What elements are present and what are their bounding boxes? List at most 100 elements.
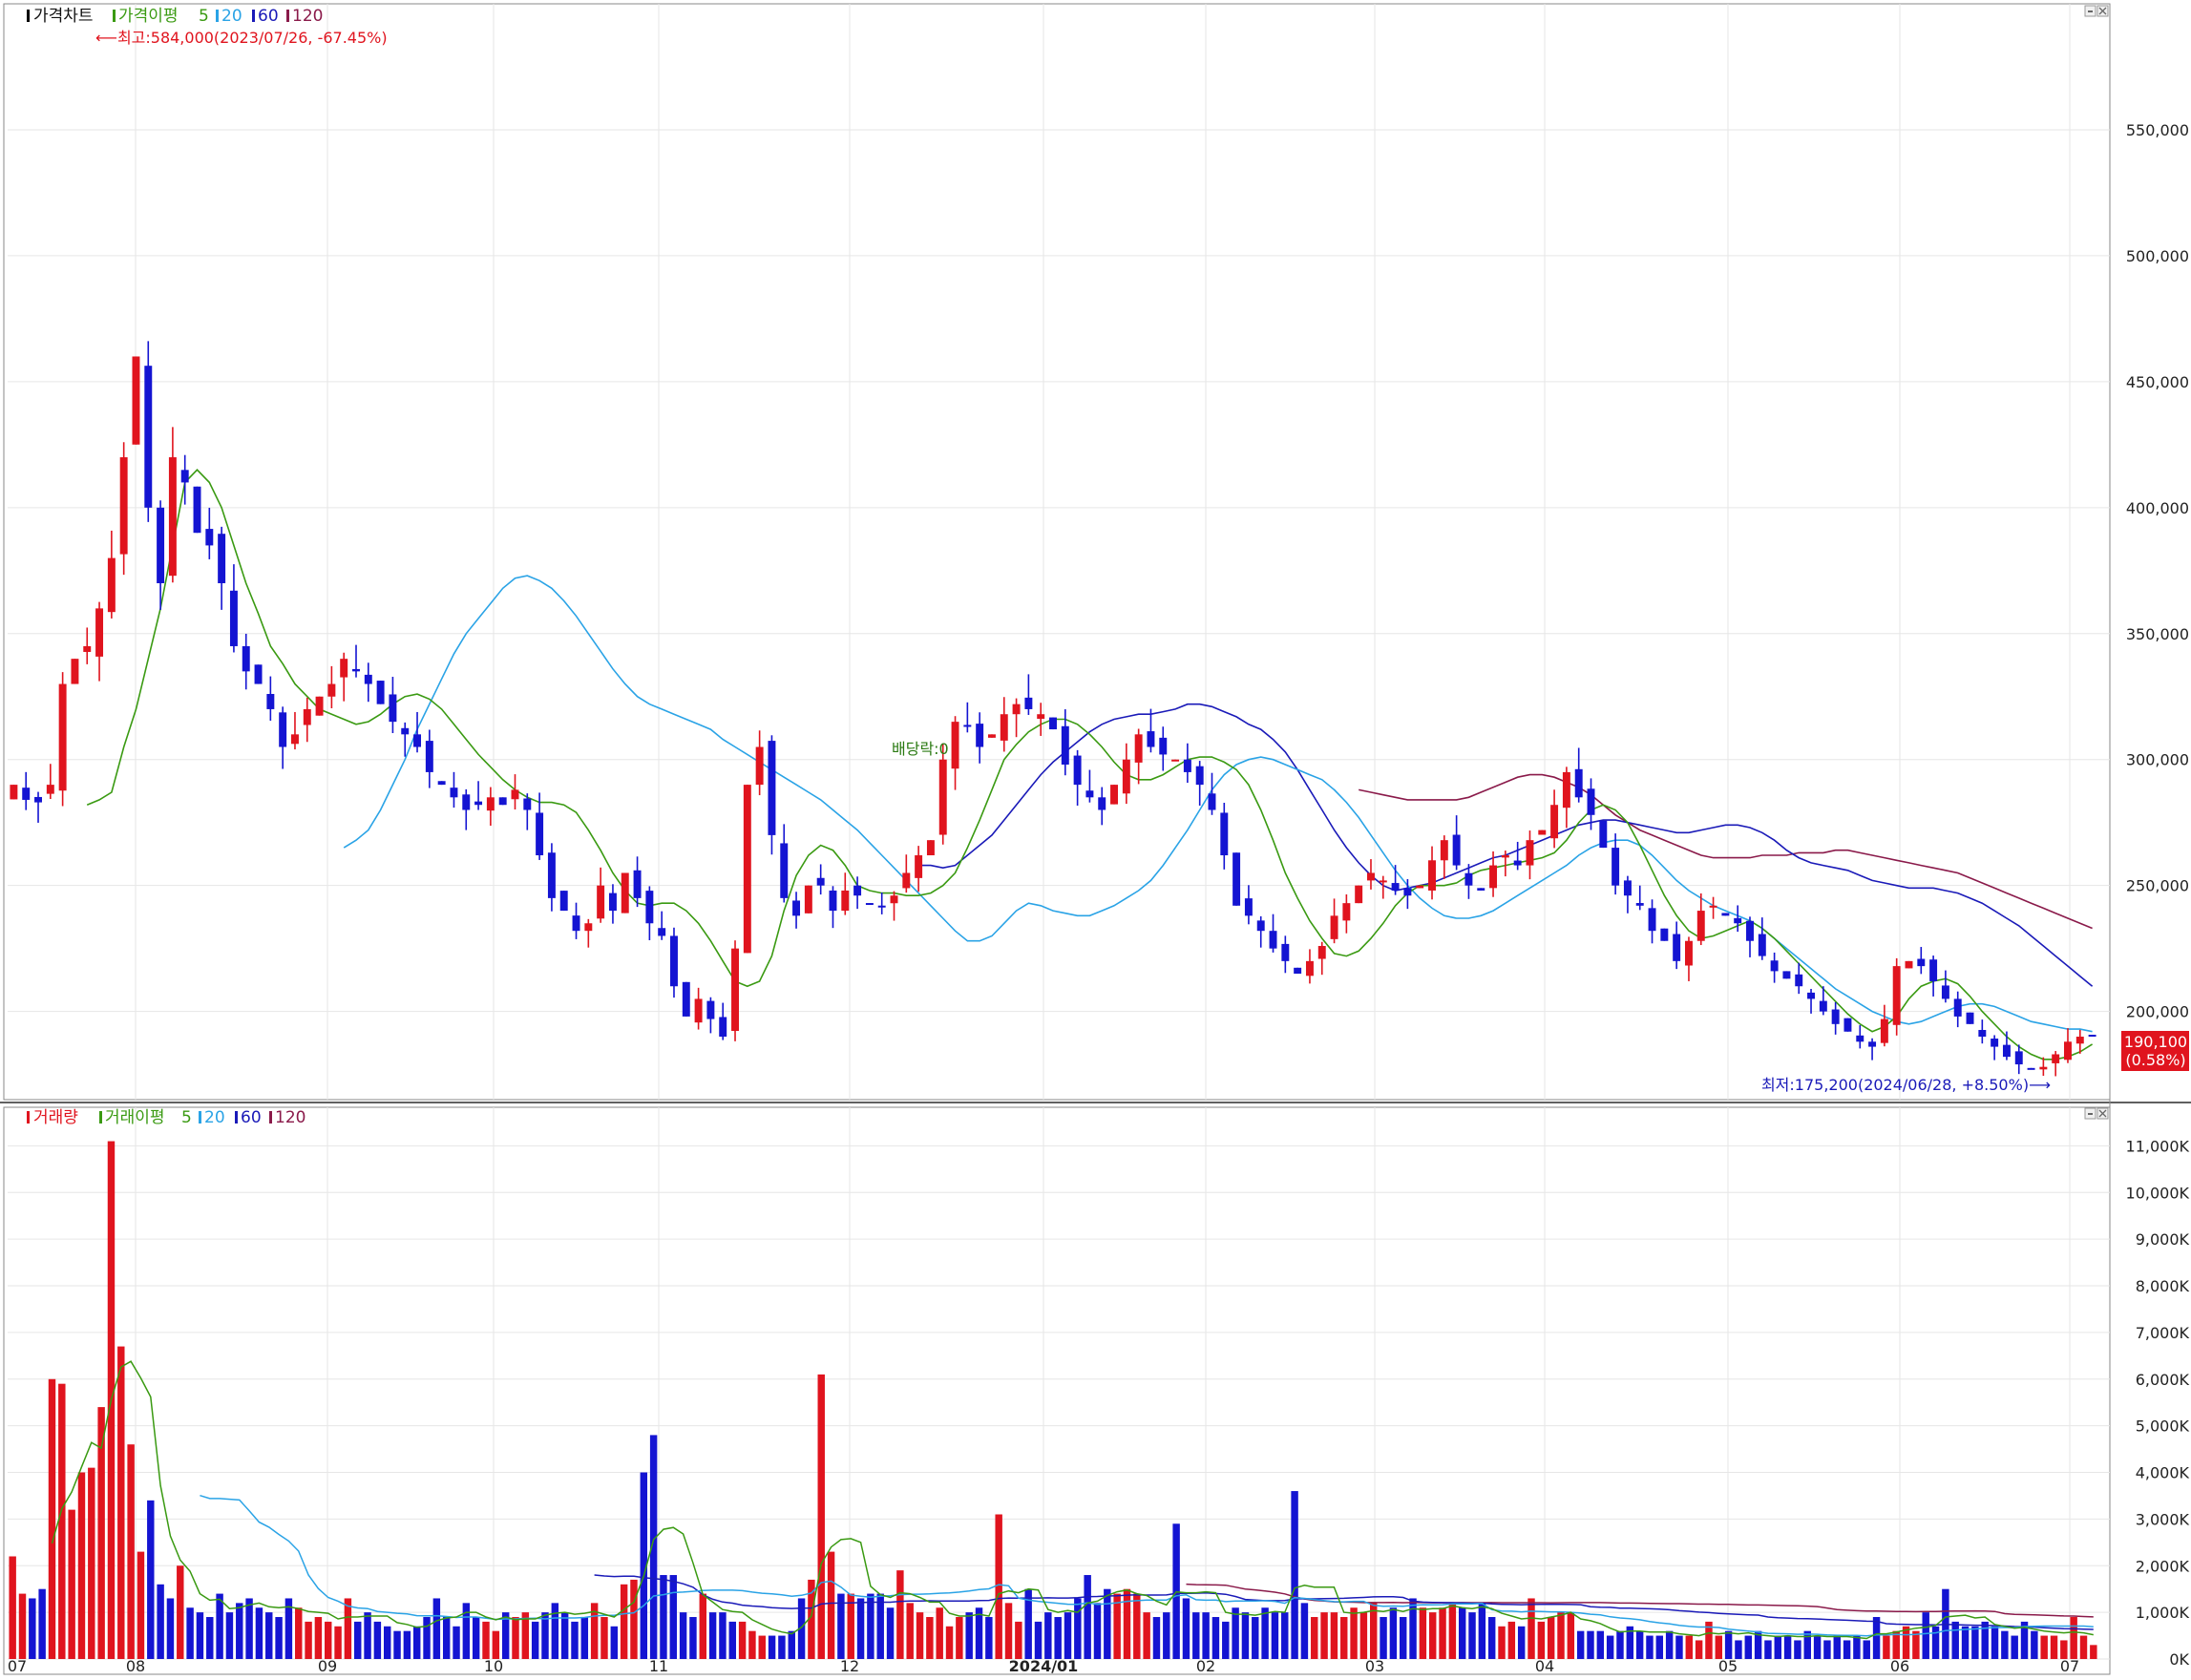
volume-bar: [1823, 1640, 1831, 1659]
volume-bar: [1281, 1612, 1289, 1659]
volume-bar: [1705, 1621, 1713, 1659]
volume-bar: [1537, 1621, 1546, 1659]
price-tick-label: 200,000: [2126, 1003, 2189, 1021]
candle-up: [2039, 1066, 2048, 1070]
candle-down: [352, 668, 360, 672]
candle-down: [144, 366, 153, 508]
candle-down: [1953, 998, 1962, 1017]
price-panel-close-button[interactable]: [2096, 5, 2109, 17]
volume-bar: [1024, 1588, 1032, 1659]
candle-down: [1281, 943, 1290, 961]
volume-bar: [48, 1378, 56, 1659]
price-y-ticks: 200,000 250,000 300,000 350,000 400,000 450,0…: [2126, 121, 2189, 1021]
volume-bar: [18, 1593, 27, 1659]
candle-down: [254, 664, 263, 684]
volume-bar: [708, 1612, 717, 1659]
candle-down: [266, 694, 275, 709]
candle-down: [1073, 755, 1082, 786]
volume-bar: [2079, 1635, 2088, 1659]
legend-marker-volume: [27, 1111, 30, 1124]
volume-bar: [482, 1621, 490, 1659]
candle-down: [547, 852, 556, 898]
x-tick-label: 10: [484, 1657, 503, 1675]
volume-bar: [1695, 1640, 1703, 1659]
volume-bar: [1665, 1630, 1674, 1659]
volume-ma-lines: [51, 1360, 2094, 1640]
candle-up: [731, 948, 739, 1032]
volume-bar: [1409, 1598, 1417, 1659]
candle-up: [1501, 855, 1509, 858]
candle-down: [1391, 883, 1400, 891]
volume-bar: [403, 1630, 411, 1659]
volume-bar: [1922, 1612, 1929, 1659]
close-icon: [2098, 7, 2107, 15]
x-tick-label: 05: [1718, 1657, 1738, 1675]
right-arrow-icon: ⟶: [2029, 1076, 2051, 1094]
candle-down: [1734, 917, 1742, 924]
volume-bar: [2070, 1617, 2077, 1659]
volume-bar: [1350, 1607, 1358, 1659]
volume-bar: [965, 1612, 973, 1659]
volume-bar: [88, 1467, 95, 1659]
current-price: 190,100: [2124, 1033, 2187, 1051]
candle-down: [1195, 766, 1204, 786]
candle-up: [1526, 840, 1534, 866]
volume-bar: [2020, 1621, 2029, 1659]
volume-bar: [1252, 1617, 1259, 1659]
candle-up: [119, 457, 128, 555]
volume-bar: [1646, 1635, 1654, 1659]
volume-bar: [1883, 1635, 1890, 1659]
candle-up: [2075, 1037, 2084, 1044]
price-tick-label: 350,000: [2126, 625, 2189, 643]
volume-bar: [876, 1593, 884, 1659]
candle-down: [865, 903, 874, 906]
candle-up: [107, 557, 116, 613]
candle-down: [205, 529, 214, 546]
candle-up: [597, 885, 605, 919]
volume-bar: [1853, 1635, 1861, 1659]
volume-bar: [936, 1607, 943, 1659]
volume-bar: [1813, 1635, 1822, 1659]
volume-bar: [649, 1435, 658, 1659]
volume-bar: [1152, 1617, 1161, 1659]
candle-up: [1305, 960, 1314, 976]
candle-up: [511, 789, 519, 800]
left-arrow-icon: ⟵: [95, 29, 117, 47]
candle-up: [951, 722, 959, 769]
volume-bar: [1735, 1640, 1742, 1659]
volume-ma5-period: 5: [181, 1108, 192, 1127]
candle-down: [633, 870, 642, 898]
volume-bar: [531, 1621, 539, 1659]
candle-up: [1696, 911, 1705, 941]
candle-down: [829, 890, 837, 912]
candle-down: [1746, 920, 1754, 941]
volume-bar: [2050, 1635, 2058, 1659]
volume-bar: [1576, 1630, 1585, 1659]
price-panel-minimize-button[interactable]: [2084, 5, 2096, 17]
x-tick-label: 02: [1196, 1657, 1215, 1675]
volume-bar: [956, 1617, 963, 1659]
candle-down: [1758, 934, 1766, 956]
candle-down: [425, 741, 433, 772]
volume-bar: [501, 1612, 510, 1659]
volume-panel-minimize-button[interactable]: [2084, 1107, 2096, 1120]
candle-up: [168, 457, 177, 577]
volume-bar: [29, 1598, 36, 1659]
volume-bar: [245, 1598, 253, 1659]
volume-bar: [1428, 1612, 1437, 1659]
volume-bar: [1400, 1617, 1407, 1659]
candle-down: [877, 905, 886, 908]
legend-marker-vol-ma60: [235, 1111, 238, 1124]
volume-bar: [1320, 1612, 1328, 1659]
volume-bar: [453, 1626, 460, 1659]
candle-down: [1024, 697, 1033, 709]
volume-bar: [325, 1621, 332, 1659]
volume-ma60-path: [594, 1574, 2094, 1630]
volume-bar: [1044, 1612, 1052, 1659]
volume-bar: [2001, 1630, 2009, 1659]
volume-bar: [1074, 1598, 1082, 1659]
volume-panel-close-button[interactable]: [2096, 1107, 2109, 1120]
candle-down: [2002, 1044, 2011, 1058]
volume-bar: [867, 1593, 874, 1659]
